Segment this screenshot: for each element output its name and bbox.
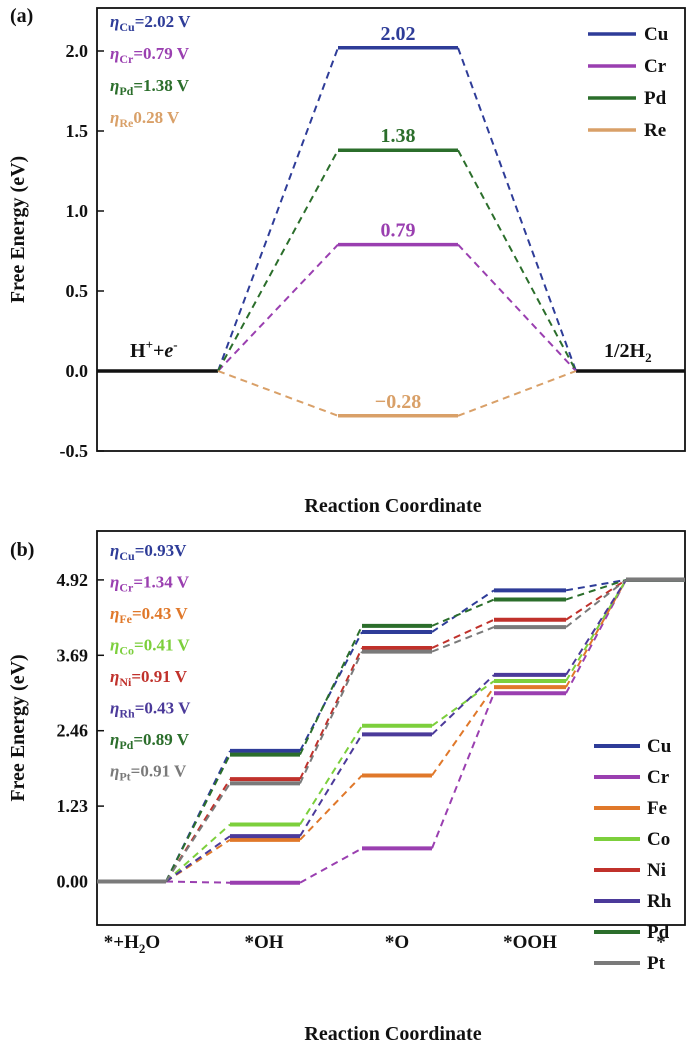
panel-a-legend-label-re: Re: [644, 120, 666, 141]
panel-b-ytick-label: 1.23: [57, 796, 89, 816]
panel-a-value-label-re: −0.28: [375, 391, 421, 413]
panel-a-ylabel: Free Energy (eV): [7, 156, 29, 303]
panel-b-connector-cu: [565, 578, 627, 592]
panel-b-connector-co: [165, 823, 231, 883]
panel-a-legend-label-cr: Cr: [644, 56, 667, 77]
panel-b-connector-rh: [165, 835, 231, 883]
panel-b-connector-ni: [299, 647, 363, 780]
panel-a-ytick-label: 1.0: [66, 201, 89, 221]
panel-b-connector-pt: [431, 626, 495, 653]
panel-b-connector-fe: [299, 774, 363, 841]
panel-b-eta-cr: ηCr=1.34 V: [110, 573, 190, 595]
panel-a-value-label-pd: 1.38: [381, 125, 416, 147]
panel-b-xtick-label: *OOH: [503, 932, 557, 953]
panel-a-ytick-label: 2.0: [66, 41, 89, 61]
panel-b-legend-label-pd: Pd: [647, 922, 670, 943]
panel-a-connector-cu: [217, 47, 339, 372]
panel-b-connector-cr: [565, 579, 627, 694]
panel-a-connector-re: [217, 370, 339, 417]
panel-a-eta-re: ηRe0.28 V: [110, 108, 180, 130]
panel-a-eta-cr: ηCr=0.79 V: [110, 44, 190, 66]
panel-b-legend-label-cu: Cu: [647, 736, 672, 757]
panel-b-connector-rh: [431, 674, 495, 736]
panel-b-connector-pd: [431, 598, 495, 627]
panel-b-xtick-label: *OH: [244, 932, 283, 953]
panel-b-ytick-label: 4.92: [57, 570, 89, 590]
panel-b-xtick-label: *: [656, 932, 666, 953]
panel-b-eta-co: ηCo=0.41 V: [110, 636, 190, 658]
panel-b-connector-cr: [165, 880, 231, 884]
panel-a-eta-pd: ηPd=1.38 V: [110, 76, 190, 98]
panel-a-connector-cu: [457, 47, 577, 372]
panel-a-legend-label-cu: Cu: [644, 24, 669, 45]
panel-a-ytick-label: 1.5: [66, 121, 89, 141]
panel-b-connector-pt: [165, 782, 231, 883]
panel-b-connector-pd: [299, 625, 363, 756]
panel-b-ytick-label: 2.46: [57, 721, 89, 741]
panel-b-eta-ni: ηNi=0.91 V: [110, 667, 188, 689]
panel-a-connector-re: [457, 370, 577, 417]
panel-b-connector-cu: [299, 631, 363, 752]
panel-b-legend-label-rh: Rh: [647, 891, 672, 912]
panel-b-legend-label-ni: Ni: [647, 860, 666, 881]
panel-a-value-label-cu: 2.02: [381, 23, 416, 45]
panel-a-value-label-cr: 0.79: [381, 220, 416, 242]
panel-a-label: (a): [10, 5, 33, 27]
panel-b-connector-pt: [299, 651, 363, 784]
panel-b-eta-pd: ηPd=0.89 V: [110, 730, 190, 752]
panel-b-legend-label-co: Co: [647, 829, 670, 850]
panel-b-frame: [96, 530, 686, 926]
panel-a-connector-cr: [217, 243, 339, 372]
panel-a-ytick-label: 0.5: [66, 281, 89, 301]
panel-a-connector-pd: [217, 149, 339, 372]
panel-b-eta-pt: ηPt=0.91 V: [110, 762, 187, 784]
panel-b-legend-label-cr: Cr: [647, 767, 670, 788]
panel-b-legend-label-pt: Pt: [647, 953, 666, 974]
panel-a-legend-label-pd: Pd: [644, 88, 667, 109]
panel-b-connector-co: [565, 579, 627, 682]
panel-b-ytick-label: 3.69: [57, 645, 89, 665]
panel-b-ylabel: Free Energy (eV): [7, 654, 29, 801]
panel-a-connector-cr: [457, 243, 577, 372]
panel-b-eta-rh: ηRh=0.43 V: [110, 699, 191, 721]
panel-a-state-label-initial: H++e-: [130, 337, 178, 362]
panel-b-connector-rh: [565, 579, 627, 676]
panel-b-connector-rh: [299, 733, 363, 837]
panel-b-label: (b): [10, 539, 34, 561]
panel-a: (a) -0.5 0.0 0.5 1.0 1.5 2.0 Free Energy (eV) Re…: [7, 5, 686, 517]
panel-a-frame: [96, 7, 686, 452]
panel-b-connector-co: [431, 680, 495, 727]
panel-b-connector-pd: [565, 578, 627, 601]
panel-b-eta-fe: ηFe=0.43 V: [110, 604, 188, 626]
panel-b-connector-cr: [431, 692, 495, 849]
panel-a-ytick-label: -0.5: [60, 441, 89, 461]
panel-b-legend-label-fe: Fe: [647, 798, 667, 819]
panel-b-connector-cr: [299, 847, 363, 884]
panel-a-ytick-label: 0.0: [66, 361, 89, 381]
panel-b-connector-fe: [431, 686, 495, 777]
panel-a-eta-cu: ηCu=2.02 V: [110, 12, 191, 34]
panel-b-xtick-label: *+H2O: [104, 932, 160, 956]
panel-b-connector-ni: [165, 778, 231, 883]
panel-b-eta-cu: ηCu=0.93V: [110, 541, 187, 563]
panel-b-connector-pt: [565, 579, 627, 628]
panel-b-xlabel: Reaction Coordinate: [304, 1023, 481, 1045]
panel-a-connector-pd: [457, 149, 577, 372]
panel-a-state-label-final: 1/2H2: [604, 340, 652, 365]
panel-a-xlabel: Reaction Coordinate: [304, 495, 481, 517]
panel-b-connector-ni: [431, 618, 495, 649]
panel-b-connector-cu: [431, 589, 495, 633]
panel-b-connector-fe: [165, 838, 231, 883]
panel-b-ytick-label: 0.00: [57, 872, 89, 892]
panel-b-xtick-label: *O: [385, 932, 409, 953]
panel-b: (b) 0.00 1.23 2.46 3.69 4.92 Free Energy (eV) R…: [7, 530, 686, 1045]
panel-b-connector-co: [299, 725, 363, 826]
